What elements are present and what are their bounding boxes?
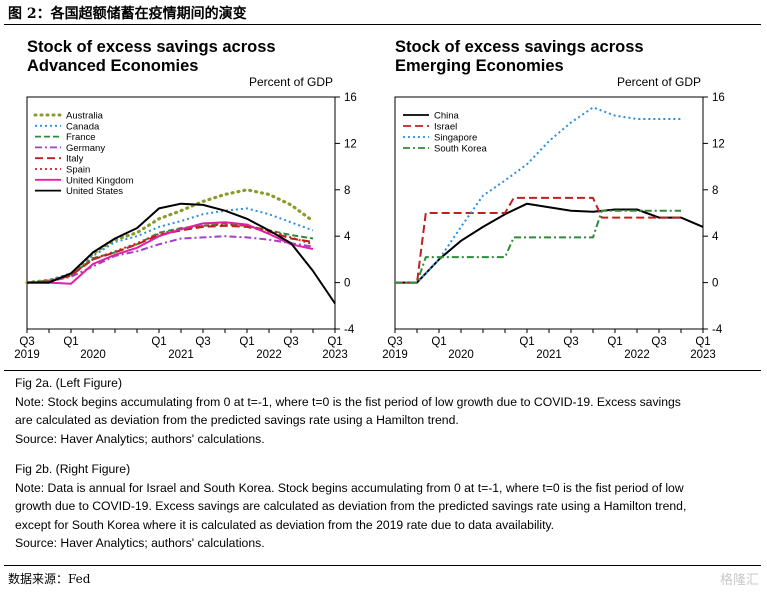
legend-label: United Kingdom [66,175,134,186]
x-tick-label-year: 2019 [14,349,40,361]
legend-label: France [66,132,96,143]
x-tick-label-year: 2019 [382,349,408,361]
figure-title: 图 2：各国超额储蓄在疫情期间的演变 [8,6,247,22]
chart-title: Stock of excess savings across Advanced … [27,38,276,75]
x-tick-label-quarter: Q3 [387,336,402,348]
watermark-logo: 格隆汇 [719,573,759,588]
mid-rule [4,370,761,371]
series-line [395,196,681,284]
top-rule [4,24,761,25]
note-line: are calculated as deviation from the pre… [15,413,459,427]
chart-panel-advanced: -4 0 4 8 12 16 Percent of GDP Q3 Q1 Q1 Q3 Q1 Q3 Q1 201… [5,30,375,368]
x-tick-label-quarter: Q1 [327,336,342,348]
x-tick-label-quarter: Q1 [519,336,534,348]
series-line [25,188,315,285]
x-tick-label-quarter: Q3 [563,336,578,348]
y-tick-label: 16 [712,92,725,104]
y-axis-label: Percent of GDP [249,75,333,89]
series-line [26,224,314,284]
chart-panel-emerging: -4 0 4 8 12 16 Percent of GDP Q3 Q1 Q1 Q3 Q1 Q3 Q1 201… [373,30,743,368]
y-tick-label: 8 [344,185,350,197]
legend-label: Italy [66,154,84,165]
legend-label: Germany [66,143,105,154]
series-line [26,207,314,284]
legend-label: Spain [66,165,90,176]
x-tick-label-year: 2023 [690,349,716,361]
x-tick-label-year: 2022 [256,349,282,361]
y-tick-label: 0 [344,278,350,290]
x-tick-label-quarter: Q1 [239,336,254,348]
chart-emerging-economies: -4 0 4 8 12 16 Percent of GDP Q3 Q1 Q1 Q3 Q1 Q3 Q1 201… [382,75,725,361]
note-line: growth due to COVID-19. Excess savings a… [15,499,687,513]
note-line: Fig 2b. (Right Figure) [15,462,131,476]
x-tick-label-quarter: Q3 [19,336,34,348]
y-tick-label: 16 [344,92,357,104]
y-tick-label: 12 [344,138,357,150]
y-tick-label: 0 [712,278,718,290]
x-tick-label-quarter: Q3 [283,336,298,348]
y-axis-label: Percent of GDP [617,75,701,89]
x-tick-label-quarter: Q1 [63,336,78,348]
legend-label: South Korea [434,144,488,155]
x-tick-label-year: 2022 [624,349,650,361]
notes-right-figure: Fig 2b. (Right Figure) Note: Data is ann… [15,460,755,553]
legend-label: China [434,111,460,122]
x-tick-label-year: 2023 [322,349,348,361]
series-line [27,202,336,305]
x-tick-label-year: 2021 [536,349,562,361]
x-tick-label-year: 2020 [448,349,474,361]
series-line [395,106,681,284]
y-tick-label: 12 [712,138,725,150]
series-line [395,202,704,284]
legend-label: United States [66,186,123,197]
legend-label: Canada [66,121,100,132]
x-tick-label-year: 2021 [168,349,194,361]
y-tick-label: -4 [344,324,355,336]
x-tick-label-quarter: Q1 [695,336,710,348]
x-tick-label-quarter: Q1 [431,336,446,348]
series-line [27,221,314,285]
y-tick-label: 4 [712,231,719,243]
source-line: 数据来源：Fed [8,572,91,586]
bottom-rule [4,565,761,566]
legend-label: Australia [66,111,104,122]
y-tick-label: 4 [344,231,351,243]
legend-label: Singapore [434,133,477,144]
note-line: Source: Haver Analytics; authors' calcul… [15,536,265,550]
series-line [395,209,681,284]
series-line [26,223,314,284]
chart-title: Stock of excess savings across Emerging … [395,38,644,75]
note-line: Fig 2a. (Left Figure) [15,376,123,390]
x-tick-label-quarter: Q1 [607,336,622,348]
note-line: Source: Haver Analytics; authors' calcul… [15,431,265,446]
x-tick-label-quarter: Q3 [651,336,666,348]
series-line [26,235,314,284]
y-tick-label: -4 [712,324,723,336]
chart-advanced-economies: -4 0 4 8 12 16 Percent of GDP Q3 Q1 Q1 Q3 Q1 Q3 Q1 201… [14,75,357,361]
note-line: except for South Korea where it is calcu… [15,517,555,532]
y-tick-label: 8 [712,185,718,197]
legend-label: Israel [434,122,457,133]
x-tick-label-quarter: Q3 [195,336,210,348]
note-line: Note: Data is annual for Israel and Sout… [15,480,684,495]
x-tick-label-quarter: Q1 [151,336,166,348]
note-line: Note: Stock begins accumulating from 0 a… [15,394,681,409]
x-tick-label-year: 2020 [80,349,106,361]
notes-left-figure: Fig 2a. (Left Figure) Note: Stock begins… [15,374,755,448]
